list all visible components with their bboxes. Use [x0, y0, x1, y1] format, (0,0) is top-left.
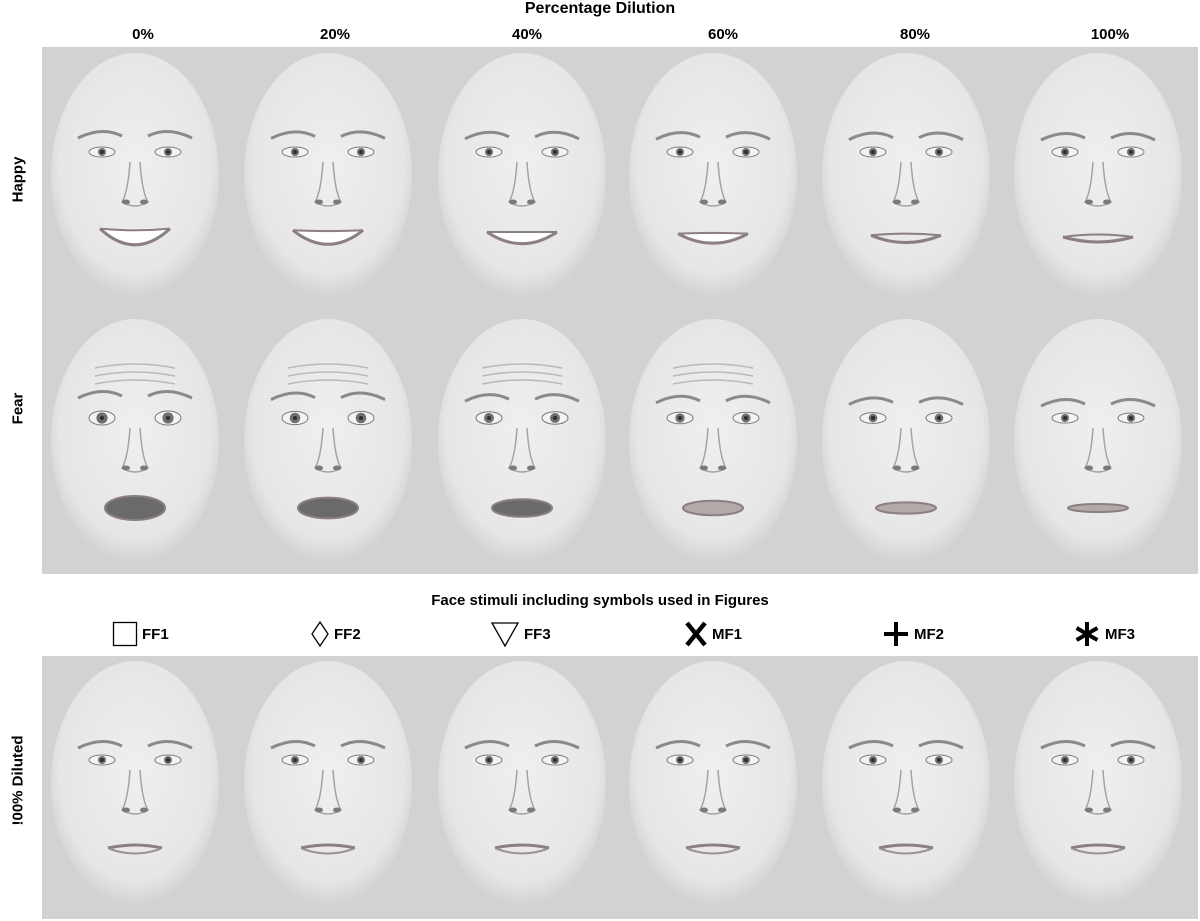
face-fear-5 — [1014, 319, 1182, 563]
face-happy-3 — [629, 53, 797, 297]
symbol-legend-mf1: MF1 — [684, 619, 742, 649]
face-fear-1 — [244, 319, 412, 563]
symbol-legend-ff1: FF1 — [112, 619, 169, 649]
symbol-legend-ff2: FF2 — [310, 619, 361, 649]
symbols-title: Face stimuli including symbols used in F… — [431, 592, 769, 609]
face-diluted-3 — [629, 661, 797, 905]
face-fear-4 — [822, 319, 990, 563]
column-label-60: 60% — [707, 26, 739, 43]
face-fear-3 — [629, 319, 797, 563]
row-label-happy: Happy — [9, 156, 27, 203]
column-label-100: 100% — [1090, 26, 1130, 43]
row-label-diluted: !00% Diluted — [9, 735, 27, 826]
symbol-label: FF1 — [142, 625, 169, 643]
asterisk-icon — [1075, 622, 1099, 646]
symbol-legend-mf2: MF2 — [882, 619, 944, 649]
face-grid-diluted — [42, 656, 1198, 919]
symbol-label: MF1 — [712, 625, 742, 643]
column-label-40: 40% — [511, 26, 543, 43]
symbol-legend-ff3: FF3 — [490, 619, 551, 649]
face-happy-1 — [244, 53, 412, 297]
face-happy-2 — [438, 53, 606, 297]
figure-title: Percentage Dilution — [524, 0, 676, 17]
column-label-0: 0% — [132, 26, 154, 43]
symbol-legend-mf3: MF3 — [1073, 619, 1135, 649]
face-fear-0 — [51, 319, 219, 563]
symbol-label: MF2 — [914, 625, 944, 643]
column-label-20: 20% — [319, 26, 351, 43]
face-happy-5 — [1014, 53, 1182, 297]
face-happy-0 — [51, 53, 219, 297]
x-icon — [685, 621, 707, 647]
triangle-down-icon — [490, 622, 520, 648]
face-diluted-0 — [51, 661, 219, 905]
face-diluted-4 — [822, 661, 990, 905]
face-happy-4 — [822, 53, 990, 297]
plus-icon — [884, 622, 908, 646]
face-diluted-2 — [438, 661, 606, 905]
column-label-80: 80% — [899, 26, 931, 43]
square-icon — [112, 621, 138, 647]
diamond-icon — [311, 620, 329, 648]
face-fear-2 — [438, 319, 606, 563]
symbol-label: FF2 — [334, 625, 361, 643]
row-label-fear: Fear — [9, 392, 27, 425]
symbol-label: FF3 — [524, 625, 551, 643]
face-diluted-5 — [1014, 661, 1182, 905]
face-diluted-1 — [244, 661, 412, 905]
face-grid-expressions — [42, 47, 1198, 574]
symbol-label: MF3 — [1105, 625, 1135, 643]
